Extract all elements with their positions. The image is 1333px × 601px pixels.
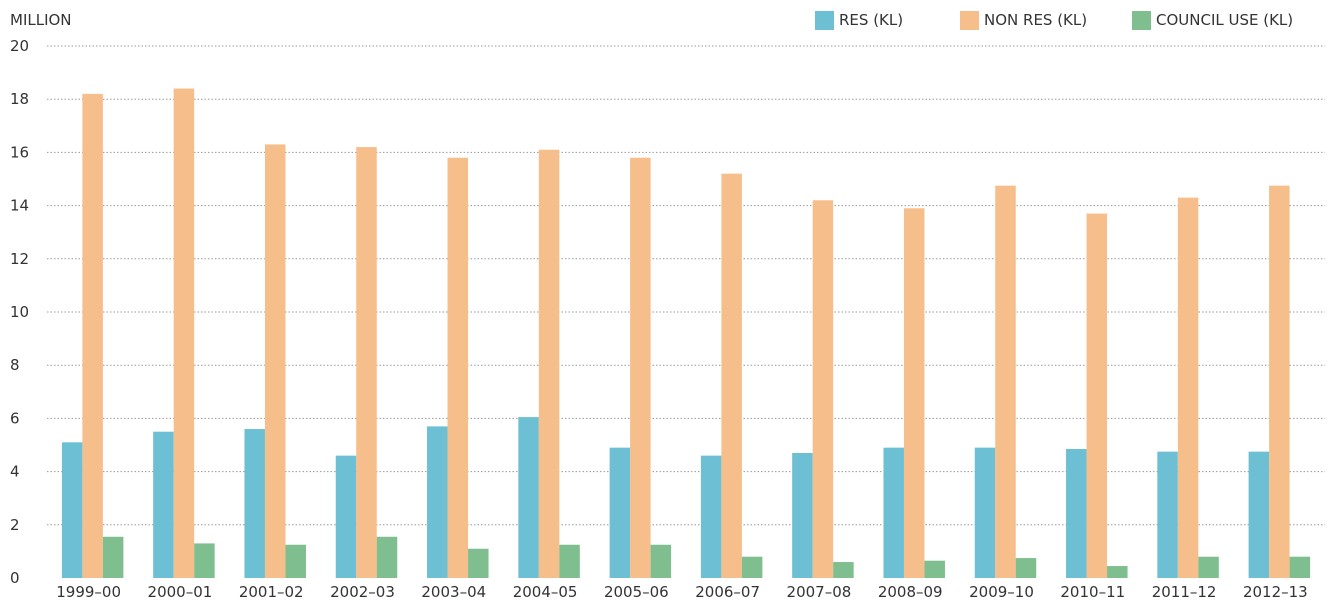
legend-item: NON RES (KL) xyxy=(960,11,1087,30)
bar xyxy=(1086,213,1108,578)
x-tick-label: 2003–04 xyxy=(421,583,486,601)
bar xyxy=(792,452,813,578)
y-tick-label: 18 xyxy=(10,90,29,108)
x-tick-label: 2010–11 xyxy=(1060,583,1125,601)
bar xyxy=(1157,451,1178,578)
bar xyxy=(974,447,996,578)
bar xyxy=(468,548,489,578)
y-tick-label: 2 xyxy=(10,516,20,534)
bar xyxy=(883,447,904,578)
bar xyxy=(700,455,722,578)
y-tick-label: 8 xyxy=(10,356,20,374)
x-tick-label: 2008–09 xyxy=(878,583,943,601)
x-tick-label: 1999–00 xyxy=(56,583,121,601)
bar xyxy=(447,157,469,578)
x-tick-label: 2001–02 xyxy=(239,583,304,601)
bar xyxy=(285,544,306,578)
bar xyxy=(924,560,945,578)
bars xyxy=(61,88,1311,579)
legend-label: NON RES (KL) xyxy=(984,11,1087,29)
x-tick-label: 2005–06 xyxy=(604,583,669,601)
x-axis-ticks: 1999–00 2000–01 2001–02 2002–03 2003–04 2004–… xyxy=(56,583,1307,601)
x-tick-label: 2006–07 xyxy=(695,583,760,601)
bar xyxy=(741,556,763,578)
bar xyxy=(559,544,580,578)
bar xyxy=(82,93,103,578)
bar xyxy=(721,173,742,578)
y-tick-label: 20 xyxy=(10,37,29,55)
bar xyxy=(609,447,631,578)
legend-label: RES (KL) xyxy=(839,11,903,29)
bar xyxy=(1177,197,1199,578)
x-tick-label: 2000–01 xyxy=(148,583,213,601)
bar xyxy=(264,144,286,579)
gridlines xyxy=(47,45,1325,526)
bar xyxy=(244,429,265,578)
bar xyxy=(812,200,834,578)
bar xyxy=(833,562,854,578)
bar xyxy=(61,442,83,578)
legend: RES (KL) NON RES (KL) COUNCIL USE (KL) xyxy=(815,11,1293,30)
series-1 xyxy=(82,88,1290,579)
x-tick-label: 2012–13 xyxy=(1243,583,1308,601)
y-unit-label: MILLION xyxy=(10,11,72,29)
bar xyxy=(903,208,925,578)
y-tick-label: 10 xyxy=(10,303,29,321)
x-tick-label: 2004–05 xyxy=(513,583,578,601)
series-0 xyxy=(61,417,1270,578)
bar xyxy=(1198,556,1219,578)
x-tick-label: 2011–12 xyxy=(1152,583,1217,601)
bar xyxy=(194,543,215,578)
bar xyxy=(518,417,539,578)
legend-swatch xyxy=(815,11,834,30)
y-tick-label: 16 xyxy=(10,143,29,161)
bar xyxy=(376,536,398,578)
legend-item: RES (KL) xyxy=(815,11,903,30)
bar xyxy=(335,455,357,578)
bar xyxy=(427,426,448,578)
legend-swatch xyxy=(960,11,979,30)
bar xyxy=(102,536,124,578)
bar xyxy=(995,185,1016,578)
y-tick-label: 6 xyxy=(10,409,20,427)
bar xyxy=(538,149,560,579)
bar xyxy=(630,157,651,578)
bar xyxy=(650,544,672,578)
series-2 xyxy=(102,536,1311,578)
y-tick-label: 4 xyxy=(10,463,20,481)
bar xyxy=(1289,556,1311,578)
x-tick-label: 2002–03 xyxy=(330,583,395,601)
bar xyxy=(1015,558,1037,578)
y-axis-ticks: 0 2 4 6 8 10 12 14 16 18 20 xyxy=(10,37,29,587)
bar xyxy=(153,431,174,578)
bar xyxy=(173,88,195,578)
bar xyxy=(1269,185,1290,578)
y-tick-label: 12 xyxy=(10,250,29,268)
y-tick-label: 14 xyxy=(10,197,29,215)
bar xyxy=(1066,448,1087,578)
x-tick-label: 2007–08 xyxy=(787,583,852,601)
legend-label: COUNCIL USE (KL) xyxy=(1156,11,1293,29)
bar xyxy=(1248,451,1270,578)
legend-swatch xyxy=(1132,11,1151,30)
bar xyxy=(356,147,377,578)
bar xyxy=(1107,566,1128,578)
legend-item: COUNCIL USE (KL) xyxy=(1132,11,1293,30)
y-tick-label: 0 xyxy=(10,569,20,587)
x-tick-label: 2009–10 xyxy=(969,583,1034,601)
